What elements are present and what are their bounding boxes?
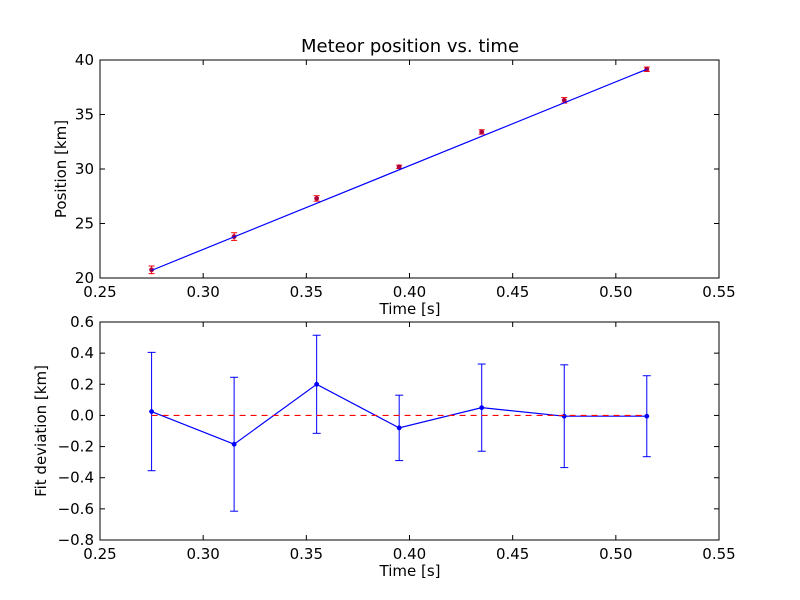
position-x-tick-label: 0.45 — [496, 283, 529, 301]
position-chart-title: Meteor position vs. time — [301, 36, 519, 57]
deviation-data-point — [314, 381, 320, 387]
position-data-point — [314, 195, 320, 201]
deviation-x-tick-label: 0.35 — [290, 545, 323, 563]
position-x-tick-label: 0.40 — [393, 283, 426, 301]
deviation-data-point — [396, 425, 402, 431]
deviation-x-ticks: 0.25 0.30 0.35 0.40 0.45 0.50 0.55 — [83, 322, 736, 563]
deviation-x-tick-label: 0.40 — [393, 545, 426, 563]
position-x-axis-label: Time [s] — [379, 300, 441, 318]
deviation-x-tick-label: 0.25 — [83, 545, 116, 563]
position-y-tick-label: 40 — [75, 51, 94, 69]
deviation-y-tick-label: 0.2 — [70, 375, 94, 393]
position-fit-line — [151, 68, 648, 271]
deviation-y-tick-label: 0.6 — [70, 313, 94, 331]
deviation-panel: 0.25 0.30 0.35 0.40 0.45 0.50 0.55 −0.8−0.6−0.… — [32, 313, 736, 580]
position-data-point — [396, 164, 402, 170]
position-y-axis-label: Position [km] — [52, 120, 70, 218]
deviation-x-axis-label: Time [s] — [379, 562, 441, 580]
position-x-tick-label: 0.50 — [599, 283, 632, 301]
position-y-ticks: 20 25 30 35 40 — [75, 51, 719, 287]
deviation-y-tick-label: −0.2 — [58, 438, 94, 456]
position-x-tick-label: 0.25 — [83, 283, 116, 301]
position-x-ticks: 0.25 0.30 0.35 0.40 0.45 0.50 0.55 — [83, 60, 736, 301]
position-series — [148, 66, 650, 275]
position-x-tick-label: 0.30 — [186, 283, 219, 301]
deviation-y-tick-label: −0.4 — [58, 469, 94, 487]
deviation-data-point — [561, 413, 567, 419]
deviation-x-tick-label: 0.50 — [599, 545, 632, 563]
deviation-x-tick-label: 0.30 — [186, 545, 219, 563]
position-panel: Meteor position vs. time 0.25 0.30 0.35 0.4… — [52, 36, 736, 318]
position-y-tick-label: 30 — [75, 160, 94, 178]
deviation-y-axis-label: Fit deviation [km] — [32, 365, 50, 497]
deviation-x-tick-label: 0.55 — [702, 545, 735, 563]
deviation-data-point — [644, 413, 650, 419]
deviation-y-tick-label: 0.0 — [70, 406, 94, 424]
deviation-y-tick-label: −0.6 — [58, 500, 94, 518]
position-y-tick-label: 35 — [75, 106, 94, 124]
position-x-tick-label: 0.55 — [702, 283, 735, 301]
deviation-data-point — [479, 405, 485, 411]
deviation-x-tick-label: 0.45 — [496, 545, 529, 563]
position-y-tick-label: 20 — [75, 269, 94, 287]
position-x-tick-label: 0.35 — [290, 283, 323, 301]
position-y-tick-label: 25 — [75, 215, 94, 233]
deviation-data-point — [149, 409, 155, 414]
deviation-series — [147, 334, 651, 512]
deviation-data-point — [231, 441, 237, 447]
deviation-y-tick-label: −0.8 — [58, 531, 94, 549]
deviation-y-ticks: −0.8 −0.6 −0.4 −0.2 0.0 0.2 0.4 0.6 — [58, 313, 719, 549]
deviation-y-tick-label: 0.4 — [70, 344, 94, 362]
position-data-point — [479, 129, 485, 135]
